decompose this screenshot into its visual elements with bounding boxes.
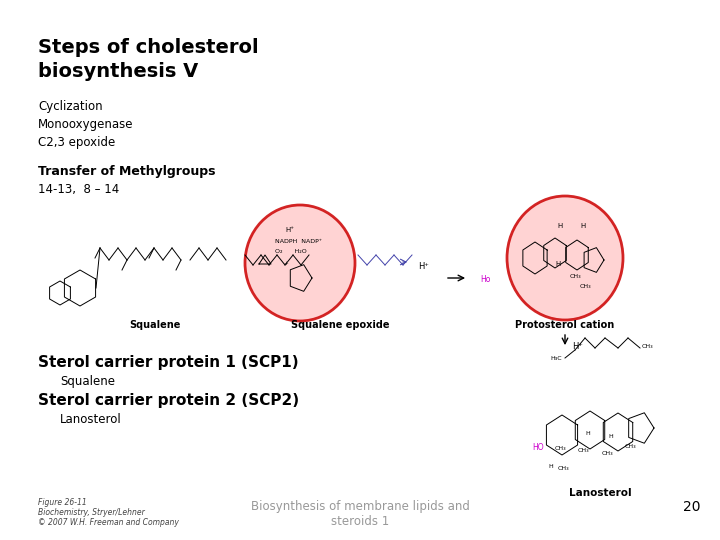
Text: Squalene: Squalene xyxy=(130,320,181,330)
Text: Ho: Ho xyxy=(480,275,490,284)
Text: Lanosterol: Lanosterol xyxy=(60,413,122,426)
Text: H: H xyxy=(555,261,560,267)
Text: H: H xyxy=(585,431,590,436)
Text: Steps of cholesterol: Steps of cholesterol xyxy=(38,38,258,57)
Text: Squalene epoxide: Squalene epoxide xyxy=(291,320,390,330)
Text: CH₃: CH₃ xyxy=(642,344,654,349)
Text: H: H xyxy=(557,223,562,229)
Text: 14-13,  8 – 14: 14-13, 8 – 14 xyxy=(38,183,120,196)
Text: Biochemistry, Stryer/Lehner: Biochemistry, Stryer/Lehner xyxy=(38,508,145,517)
Text: H⁺: H⁺ xyxy=(286,227,294,233)
Ellipse shape xyxy=(507,196,623,320)
Text: Sterol carrier protein 2 (SCP2): Sterol carrier protein 2 (SCP2) xyxy=(38,393,299,408)
Text: CH₃: CH₃ xyxy=(580,284,592,289)
Ellipse shape xyxy=(245,205,355,321)
Text: biosynthesis V: biosynthesis V xyxy=(38,62,198,81)
Text: H: H xyxy=(548,464,553,469)
Text: H: H xyxy=(608,434,613,439)
Text: O₂      H₂O: O₂ H₂O xyxy=(275,249,307,254)
Text: 20: 20 xyxy=(683,500,700,514)
Text: H₃C: H₃C xyxy=(550,356,562,361)
Text: CH₃: CH₃ xyxy=(625,444,636,449)
Text: Biosynthesis of membrane lipids and
steroids 1: Biosynthesis of membrane lipids and ster… xyxy=(251,500,469,528)
Text: H⁺: H⁺ xyxy=(418,262,429,271)
Text: H⁺: H⁺ xyxy=(572,342,583,351)
Text: Sterol carrier protein 1 (SCP1): Sterol carrier protein 1 (SCP1) xyxy=(38,355,299,370)
Text: © 2007 W.H. Freeman and Company: © 2007 W.H. Freeman and Company xyxy=(38,518,179,527)
Text: Monooxygenase: Monooxygenase xyxy=(38,118,133,131)
Text: Protosterol cation: Protosterol cation xyxy=(516,320,615,330)
Text: C2,3 epoxide: C2,3 epoxide xyxy=(38,136,115,149)
Text: Cyclization: Cyclization xyxy=(38,100,103,113)
Text: CH₃: CH₃ xyxy=(570,274,582,279)
Text: CH₃: CH₃ xyxy=(602,451,613,456)
Text: Squalene: Squalene xyxy=(60,375,115,388)
Text: CH₃: CH₃ xyxy=(578,448,590,453)
Text: HO: HO xyxy=(532,443,544,452)
Text: H: H xyxy=(580,223,585,229)
Text: Transfer of Methylgroups: Transfer of Methylgroups xyxy=(38,165,215,178)
Text: Lanosterol: Lanosterol xyxy=(569,488,631,498)
Text: +: + xyxy=(283,261,288,266)
Text: NADPH  NADP⁺: NADPH NADP⁺ xyxy=(275,239,322,244)
Text: Figure 26-11: Figure 26-11 xyxy=(38,498,86,507)
Text: CH₃: CH₃ xyxy=(558,466,570,471)
Text: CH₃: CH₃ xyxy=(555,446,567,451)
